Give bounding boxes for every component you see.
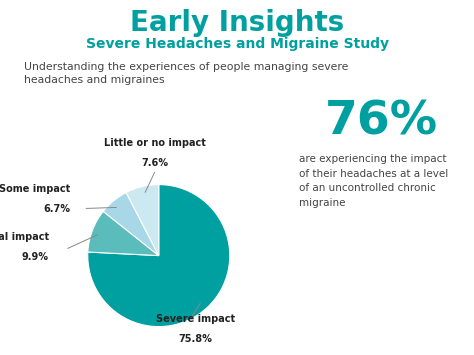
Text: 6.7%: 6.7% bbox=[43, 204, 70, 214]
Text: Severe Headaches and Migraine Study: Severe Headaches and Migraine Study bbox=[85, 37, 389, 51]
Text: 75.8%: 75.8% bbox=[179, 334, 213, 344]
Wedge shape bbox=[126, 185, 159, 256]
Text: Understanding the experiences of people managing severe
headaches and migraines: Understanding the experiences of people … bbox=[24, 62, 348, 85]
Text: 7.6%: 7.6% bbox=[142, 158, 169, 168]
Text: Some impact: Some impact bbox=[0, 184, 70, 194]
Wedge shape bbox=[103, 192, 159, 256]
Text: Substantial impact: Substantial impact bbox=[0, 232, 49, 242]
Text: Early Insights: Early Insights bbox=[130, 9, 344, 37]
Text: 9.9%: 9.9% bbox=[22, 252, 49, 262]
Wedge shape bbox=[88, 211, 159, 256]
Text: Little or no impact: Little or no impact bbox=[104, 138, 206, 148]
Text: 76%: 76% bbox=[325, 99, 438, 144]
Text: Severe impact: Severe impact bbox=[156, 314, 235, 324]
Wedge shape bbox=[88, 185, 230, 327]
Text: are experiencing the impact
of their headaches at a level
of an uncontrolled chr: are experiencing the impact of their hea… bbox=[299, 154, 448, 208]
